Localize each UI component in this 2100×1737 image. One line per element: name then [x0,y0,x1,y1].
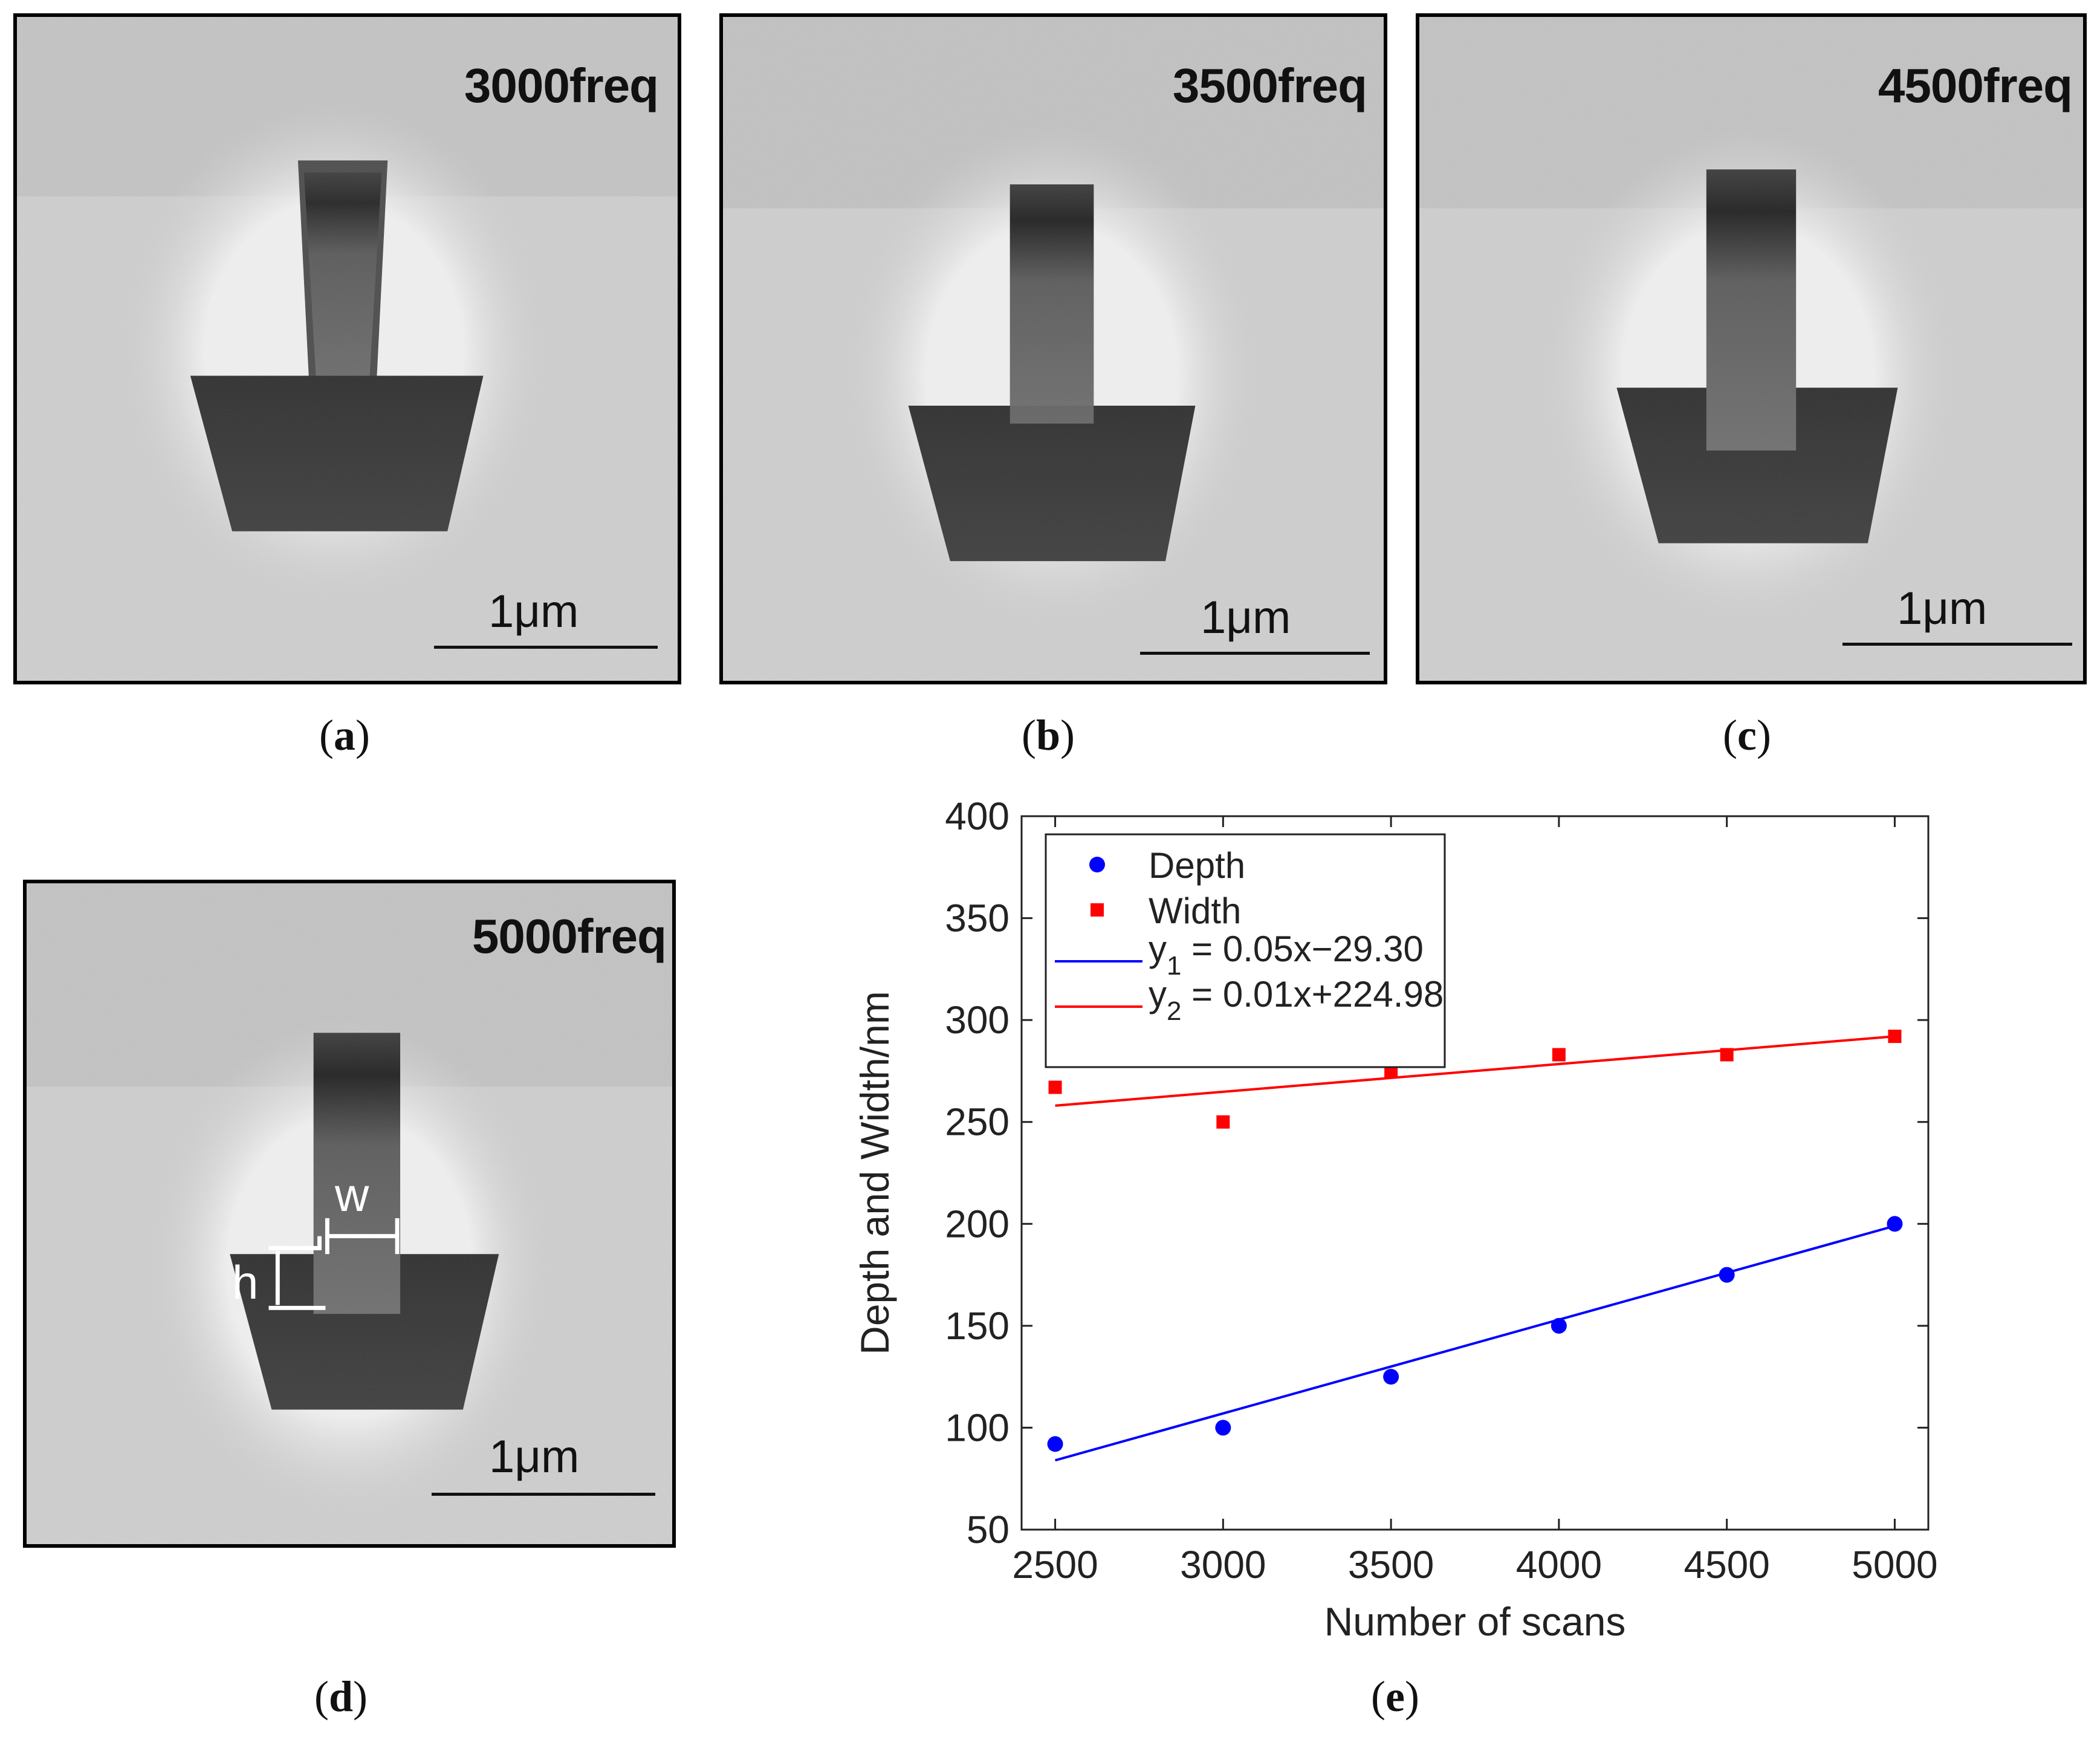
scale-bar-c [1842,643,2072,646]
x-tick-label: 2500 [1012,1543,1098,1586]
legend-marker-depth [1089,857,1105,872]
width-point [1048,1080,1062,1094]
x-tick-label: 3000 [1180,1543,1266,1586]
annotation-h: h [232,1256,259,1309]
fit-line-1 [1055,1224,1895,1462]
legend-fit-2: y2 = 0.01x+224.98 [1149,974,1444,1026]
scale-bar-a [434,646,658,649]
scale-bar-b [1140,652,1370,655]
scale-label-b: 1μm [1201,592,1291,643]
depth-width-chart: 2500 3000 3500 4000 4500 5000 50 100 150 200 250 30… [852,794,1938,1644]
sem-image-c [1419,17,2083,681]
scale-bar-d [432,1493,655,1496]
y-tick-label: 50 [967,1508,1009,1551]
freq-label-b: 3500freq [1172,59,1367,112]
scale-label-d: 1μm [489,1431,580,1482]
width-point [1720,1048,1734,1062]
sem-image-a [17,17,678,681]
width-point [1552,1048,1566,1062]
depth-point [1551,1317,1567,1334]
caption-a: (a) [319,711,370,759]
sem-panel-d: 5000freq w h 1μm [23,880,676,1548]
x-tick-label: 4000 [1516,1543,1602,1586]
scale-label-c: 1μm [1897,583,1988,634]
y-tick-label: 250 [945,1100,1009,1144]
x-tick-label: 4500 [1684,1543,1769,1586]
x-axis-label: Number of scans [1324,1599,1626,1644]
fit-line-2 [1055,1035,1895,1107]
depth-point [1719,1267,1735,1283]
y-tick-label: 300 [945,998,1009,1042]
width-point [1888,1030,1902,1044]
freq-label-d: 5000freq [472,909,667,963]
depth-point [1215,1420,1231,1436]
y-tick-label: 400 [945,794,1009,838]
caption-c: (c) [1723,711,1771,759]
sem-image-b [723,17,1384,681]
y-tick-label: 350 [945,897,1009,940]
legend-box [1045,833,1446,1068]
annotation-w: w [335,1168,369,1221]
legend-label-depth: Depth [1149,845,1245,886]
freq-label-c: 4500freq [1878,59,2073,112]
legend-marker-width [1091,903,1104,917]
caption-d: (d) [314,1672,368,1721]
y-axis-label: Depth and Width/nm [852,991,897,1355]
x-tick-label: 3500 [1348,1543,1434,1586]
sem-panel-a: 3000freq 1μm [13,13,681,684]
x-tick-label: 5000 [1852,1543,1937,1586]
depth-point [1047,1436,1063,1452]
caption-e: (e) [1371,1672,1419,1721]
y-tick-label: 100 [945,1406,1009,1449]
caption-b: (b) [1022,711,1075,759]
y-tick-label: 150 [945,1304,1009,1348]
freq-label-a: 3000freq [464,59,659,112]
scale-label-a: 1μm [488,586,579,637]
width-point [1216,1115,1230,1129]
depth-point [1383,1369,1399,1385]
sem-panel-c: 4500freq 1μm [1416,13,2087,684]
legend-fit-1: y1 = 0.05x−29.30 [1149,929,1424,981]
depth-point [1887,1216,1903,1232]
legend-label-width: Width [1149,891,1241,931]
sem-image-d [27,883,672,1544]
sem-panel-b: 3500freq 1μm [719,13,1387,684]
y-tick-label: 200 [945,1202,1009,1245]
